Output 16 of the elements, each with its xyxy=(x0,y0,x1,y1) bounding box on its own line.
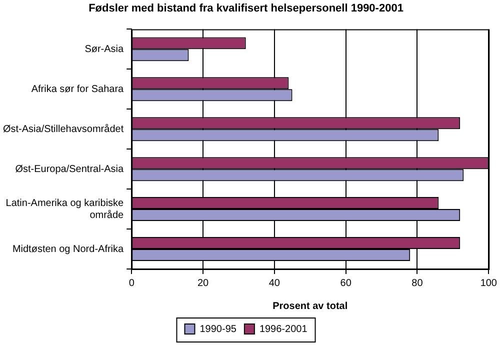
y-tick-label: Afrika sør for Sahara xyxy=(31,84,124,95)
x-tick-label: 60 xyxy=(340,278,352,289)
chart-title: Fødsler med bistand fra kvalifisert helsepersonell 1990-2001 xyxy=(88,2,404,15)
y-tick-label: Sør-Asia xyxy=(84,44,124,55)
legend-label: 1996-2001 xyxy=(259,324,308,335)
x-tick-label: 0 xyxy=(128,278,135,289)
y-tick-label: Øst-Europa/Sentral-Asia xyxy=(15,164,124,175)
x-axis-title: Prosent av total xyxy=(272,300,348,312)
x-tick-label: 100 xyxy=(480,278,498,289)
y-tick-label: Latin-Amerika og karibiske område xyxy=(6,198,124,221)
y-tick-label: Øst-Asia/Stillehavsområdet xyxy=(2,122,124,135)
legend-label: 1990-95 xyxy=(200,324,237,335)
x-tick-label: 80 xyxy=(412,278,424,289)
y-tick-label: Midtøsten og Nord-Afrika xyxy=(12,244,124,255)
x-tick-label: 40 xyxy=(268,278,280,289)
x-tick-label: 20 xyxy=(197,278,210,289)
